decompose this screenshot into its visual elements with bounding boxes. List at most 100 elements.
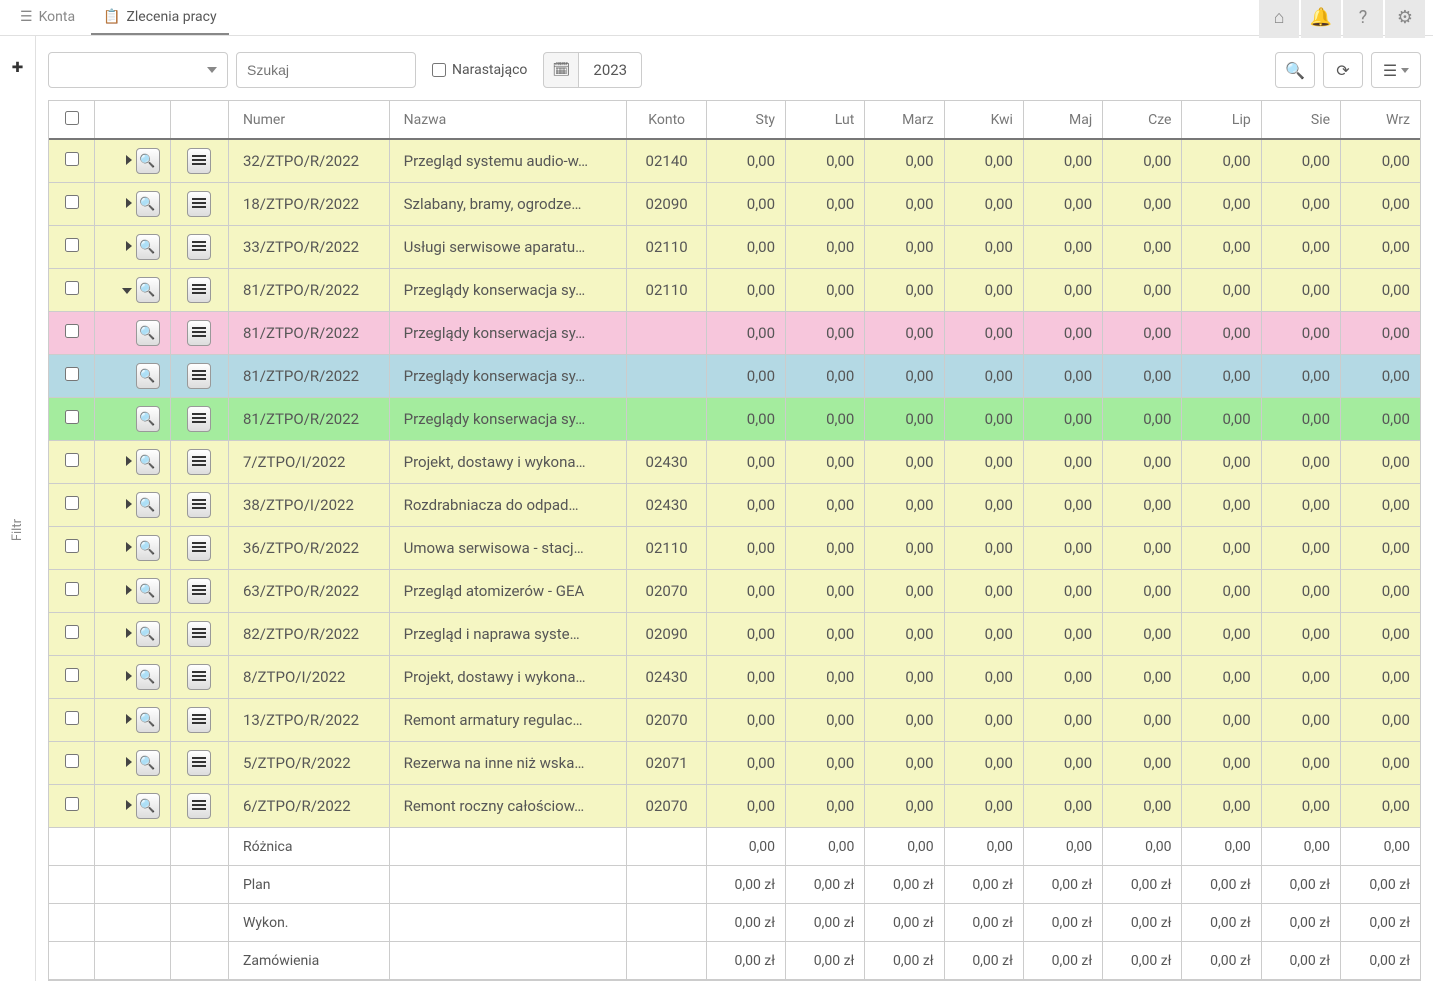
notifications-button[interactable]: 🔔 (1301, 0, 1341, 38)
table-row[interactable]: 🔍6/ZTPO/R/2022Remont roczny całościow…02… (49, 785, 1420, 828)
expand-icon[interactable] (126, 628, 132, 638)
header-sie[interactable]: Sie (1261, 101, 1340, 139)
magnify-icon[interactable]: 🔍 (136, 750, 160, 776)
calendar-button[interactable]: 🗓 (543, 52, 579, 88)
bars-icon[interactable] (187, 234, 211, 260)
expand-icon[interactable] (126, 155, 132, 165)
table-row[interactable]: 🔍81/ZTPO/R/2022Przeglądy konserwacja sy…… (49, 312, 1420, 355)
table-row[interactable]: 🔍33/ZTPO/R/2022Usługi serwisowe aparatu…… (49, 226, 1420, 269)
header-cze[interactable]: Cze (1103, 101, 1182, 139)
home-button[interactable]: ⌂ (1259, 0, 1299, 38)
expand-icon[interactable] (126, 542, 132, 552)
row-checkbox[interactable] (65, 453, 79, 467)
table-row[interactable]: 🔍32/ZTPO/R/2022Przegląd systemu audio-w…… (49, 139, 1420, 183)
row-checkbox[interactable] (65, 152, 79, 166)
bars-icon[interactable] (187, 148, 211, 174)
table-row[interactable]: 🔍36/ZTPO/R/2022Umowa serwisowa - stacj…0… (49, 527, 1420, 570)
row-checkbox[interactable] (65, 582, 79, 596)
expand-icon[interactable] (126, 456, 132, 466)
magnify-icon[interactable]: 🔍 (136, 406, 160, 432)
expand-icon[interactable] (126, 241, 132, 251)
table-row[interactable]: 🔍18/ZTPO/R/2022Szlabany, bramy, ogrodze…… (49, 183, 1420, 226)
row-checkbox[interactable] (65, 625, 79, 639)
header-kwi[interactable]: Kwi (944, 101, 1023, 139)
tab-zlecenia[interactable]: 📋 Zlecenia pracy (91, 1, 229, 35)
row-checkbox[interactable] (65, 195, 79, 209)
row-checkbox[interactable] (65, 238, 79, 252)
row-checkbox[interactable] (65, 754, 79, 768)
header-numer[interactable]: Numer (228, 101, 389, 139)
help-button[interactable]: ? (1343, 0, 1383, 38)
header-lut[interactable]: Lut (786, 101, 865, 139)
magnify-icon[interactable]: 🔍 (136, 363, 160, 389)
row-checkbox[interactable] (65, 711, 79, 725)
bars-icon[interactable] (187, 578, 211, 604)
table-row[interactable]: 🔍13/ZTPO/R/2022Remont armatury regulac…0… (49, 699, 1420, 742)
row-checkbox[interactable] (65, 797, 79, 811)
magnify-icon[interactable]: 🔍 (136, 277, 160, 303)
header-marz[interactable]: Marz (865, 101, 944, 139)
ascending-wrap[interactable]: Narastająco (424, 62, 535, 78)
expand-icon[interactable] (126, 714, 132, 724)
settings-button[interactable]: ⚙ (1385, 0, 1425, 38)
header-sty[interactable]: Sty (706, 101, 785, 139)
bars-icon[interactable] (187, 707, 211, 733)
row-checkbox[interactable] (65, 668, 79, 682)
bars-icon[interactable] (187, 793, 211, 819)
header-wrz[interactable]: Wrz (1341, 101, 1420, 139)
refresh-button[interactable]: ⟳ (1323, 52, 1363, 88)
magnify-icon[interactable]: 🔍 (136, 234, 160, 260)
menu-button[interactable]: ☰ (1371, 52, 1421, 88)
filter-label[interactable]: Filtr (10, 519, 25, 541)
expand-icon[interactable] (126, 585, 132, 595)
year-value[interactable]: 2023 (579, 52, 642, 88)
search-input[interactable] (236, 52, 416, 88)
magnify-icon[interactable]: 🔍 (136, 621, 160, 647)
bars-icon[interactable] (187, 320, 211, 346)
expand-icon[interactable] (126, 499, 132, 509)
view-dropdown[interactable] (48, 52, 228, 88)
magnify-icon[interactable]: 🔍 (136, 191, 160, 217)
bars-icon[interactable] (187, 750, 211, 776)
row-checkbox[interactable] (65, 367, 79, 381)
row-checkbox[interactable] (65, 539, 79, 553)
table-row[interactable]: 🔍5/ZTPO/R/2022Rezerwa na inne niż wska…0… (49, 742, 1420, 785)
magnify-icon[interactable]: 🔍 (136, 148, 160, 174)
bars-icon[interactable] (187, 363, 211, 389)
select-all-checkbox[interactable] (65, 111, 79, 125)
magnify-icon[interactable]: 🔍 (136, 707, 160, 733)
bars-icon[interactable] (187, 621, 211, 647)
header-konto[interactable]: Konto (627, 101, 706, 139)
table-row[interactable]: 🔍8/ZTPO/I/2022Projekt, dostawy i wykona…… (49, 656, 1420, 699)
tab-konta[interactable]: ☰ Konta (8, 1, 87, 35)
ascending-checkbox[interactable] (432, 63, 446, 77)
bars-icon[interactable] (187, 277, 211, 303)
table-row[interactable]: 🔍63/ZTPO/R/2022Przegląd atomizerów - GEA… (49, 570, 1420, 613)
add-button[interactable]: ✚ (12, 60, 24, 76)
expand-icon[interactable] (126, 800, 132, 810)
bars-icon[interactable] (187, 664, 211, 690)
magnify-icon[interactable]: 🔍 (136, 535, 160, 561)
row-checkbox[interactable] (65, 410, 79, 424)
table-row[interactable]: 🔍81/ZTPO/R/2022Przeglądy konserwacja sy…… (49, 398, 1420, 441)
table-row[interactable]: 🔍82/ZTPO/R/2022Przegląd i naprawa syste…… (49, 613, 1420, 656)
expand-icon[interactable] (126, 757, 132, 767)
header-maj[interactable]: Maj (1023, 101, 1102, 139)
bars-icon[interactable] (187, 492, 211, 518)
table-row[interactable]: 🔍38/ZTPO/I/2022Rozdrabniacza do odpad…02… (49, 484, 1420, 527)
table-row[interactable]: 🔍7/ZTPO/I/2022Projekt, dostawy i wykona…… (49, 441, 1420, 484)
magnify-icon[interactable]: 🔍 (136, 449, 160, 475)
magnify-icon[interactable]: 🔍 (136, 320, 160, 346)
bars-icon[interactable] (187, 406, 211, 432)
collapse-icon[interactable] (122, 288, 132, 294)
row-checkbox[interactable] (65, 281, 79, 295)
bars-icon[interactable] (187, 449, 211, 475)
magnify-icon[interactable]: 🔍 (136, 578, 160, 604)
header-nazwa[interactable]: Nazwa (389, 101, 627, 139)
bars-icon[interactable] (187, 191, 211, 217)
magnify-icon[interactable]: 🔍 (136, 793, 160, 819)
row-checkbox[interactable] (65, 496, 79, 510)
magnify-icon[interactable]: 🔍 (136, 492, 160, 518)
magnify-icon[interactable]: 🔍 (136, 664, 160, 690)
table-row[interactable]: 🔍81/ZTPO/R/2022Przeglądy konserwacja sy…… (49, 355, 1420, 398)
